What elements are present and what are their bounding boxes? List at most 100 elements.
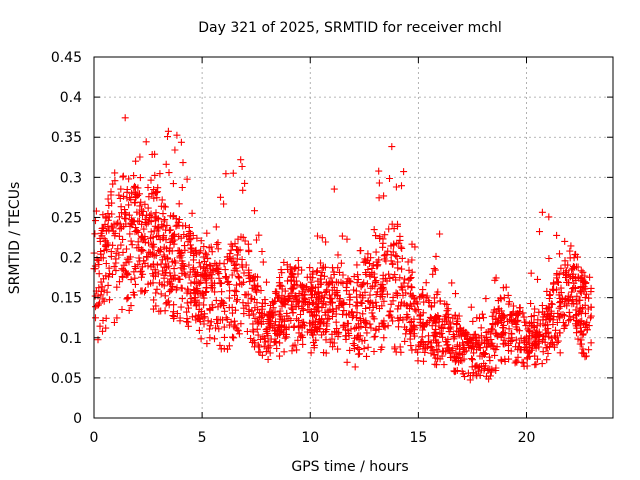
data-point [571,251,579,259]
data-point [175,232,183,240]
data-point [190,264,197,272]
data-point [157,245,164,253]
data-point [190,286,198,293]
data-point [231,317,238,325]
data-point [197,335,205,343]
data-point [150,296,158,304]
data-point [477,324,485,332]
data-point [315,295,322,303]
data-point [144,184,152,191]
data-point [318,292,326,300]
data-point [555,313,563,321]
data-point [350,345,358,353]
data-point [360,345,368,353]
data-point [105,226,113,234]
data-point [490,306,498,314]
data-point [419,286,427,294]
data-point [237,156,245,164]
data-point [300,283,308,291]
data-point [479,349,487,357]
data-point [201,249,209,257]
data-point [553,231,561,239]
data-point [473,314,481,322]
data-point [492,329,500,337]
data-point [455,358,463,366]
data-point [283,330,290,338]
data-point [453,315,461,323]
data-point [201,310,208,318]
data-point [151,266,159,274]
data-point [469,369,477,377]
data-point [241,237,249,245]
data-point [553,270,561,277]
data-point [371,332,379,340]
data-point [245,248,253,256]
data-point [227,240,235,248]
data-point [163,221,171,229]
data-point [231,262,238,269]
data-point [408,256,416,264]
data-point [350,286,358,294]
data-point [366,291,374,299]
data-point [136,174,144,182]
data-point [220,200,228,208]
data-point [372,277,380,284]
data-point [304,306,312,314]
data-point [151,150,159,158]
data-point [570,284,578,292]
data-point [356,247,364,255]
data-point [379,287,387,295]
data-point [211,288,219,296]
data-point [139,236,147,244]
data-point [328,335,336,343]
data-point [259,299,267,307]
data-point [377,280,385,288]
data-point [130,268,138,276]
data-point [148,190,156,198]
data-point [173,310,181,317]
data-point [390,240,398,248]
data-point [330,185,338,193]
data-point [423,292,431,300]
data-point [100,224,108,232]
data-point [386,308,394,316]
data-point [403,311,411,319]
data-point [255,231,263,239]
data-point [156,279,163,287]
data-point [149,261,157,269]
data-point [91,230,99,238]
data-point [234,327,242,335]
data-point [510,302,517,310]
data-point [326,338,334,346]
data-point [281,287,289,295]
data-point [202,261,210,269]
data-point [157,202,165,210]
data-point [227,318,235,326]
data-point [197,278,205,286]
data-point [410,321,418,329]
data-point [401,337,409,345]
data-point [162,226,170,234]
data-point [207,284,215,292]
data-point [319,300,327,308]
data-point [430,294,438,302]
data-point [259,258,267,266]
data-point [197,263,205,271]
data-point [227,257,235,265]
data-point [194,289,202,297]
data-point [426,313,434,321]
data-point [195,311,203,319]
data-point [129,217,137,225]
data-point [424,338,432,345]
data-point [301,291,309,299]
data-point [576,304,584,312]
data-point [383,251,391,258]
data-point [249,326,257,334]
data-point [288,305,296,313]
data-point [453,327,461,335]
data-point [576,287,584,295]
data-point [288,271,296,279]
data-point [400,300,408,308]
data-point [172,222,180,230]
data-point [492,367,500,374]
